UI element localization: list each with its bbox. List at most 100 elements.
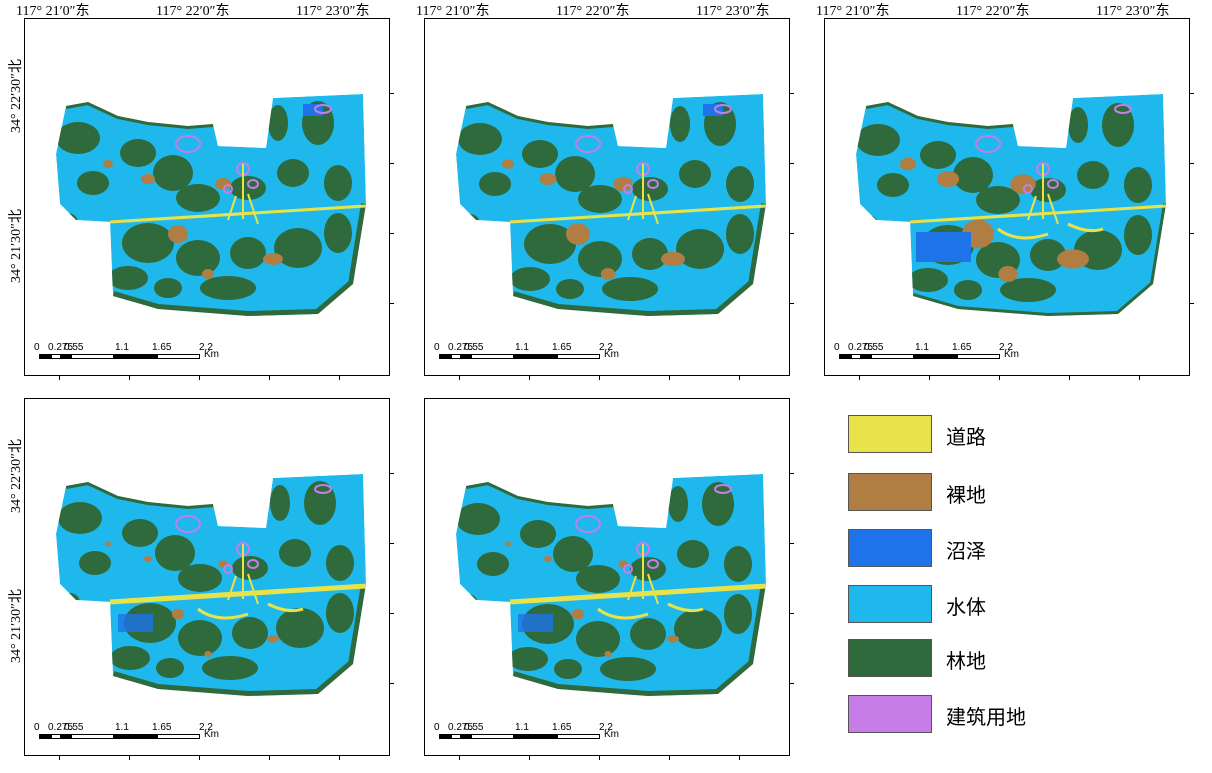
forest-patch xyxy=(1068,107,1088,143)
latitude-label: 34° 22′30″北 xyxy=(9,439,24,513)
frame-tick xyxy=(269,756,270,760)
frame-tick xyxy=(929,376,930,380)
longitude-label: 117° 23′0″东 xyxy=(696,4,770,19)
scale-bar-tick-label: 1.1 xyxy=(115,342,129,353)
bare-land-patch xyxy=(998,266,1018,282)
main-road xyxy=(109,583,366,605)
forest-patch xyxy=(108,266,148,290)
legend-item-water: 水体 xyxy=(848,585,1188,625)
frame-tick xyxy=(790,233,794,234)
main-road xyxy=(109,204,366,224)
building-area xyxy=(247,179,259,189)
forest-patch xyxy=(630,618,666,650)
frame-tick xyxy=(1069,376,1070,380)
forest-patch xyxy=(122,519,158,547)
longitude-label: 117° 21′0″东 xyxy=(16,4,90,19)
forest-patch xyxy=(458,594,478,614)
frame-tick xyxy=(790,613,794,614)
forest-patch xyxy=(120,139,156,167)
bare-land-patch xyxy=(600,268,616,280)
forest-patch xyxy=(576,565,620,593)
scale-bar-segment xyxy=(471,734,514,739)
legend-swatch-water xyxy=(848,585,932,623)
frame-tick xyxy=(459,376,460,380)
scale-bar-tick-label: 1.65 xyxy=(952,342,972,353)
forest-patch xyxy=(477,552,509,576)
frame-tick xyxy=(129,756,130,760)
bare-land-patch xyxy=(267,635,279,643)
forest-patch xyxy=(178,620,222,656)
scale-bar-segment xyxy=(851,354,861,359)
scale-bar-tick-label: 0.275 xyxy=(48,722,74,733)
forest-patch xyxy=(858,215,878,235)
frame-tick xyxy=(199,376,200,380)
frame-tick xyxy=(129,376,130,380)
scale-bar-segment xyxy=(451,354,461,359)
longitude-label: 117° 21′0″东 xyxy=(416,4,490,19)
building-area xyxy=(714,484,732,494)
forest-patch xyxy=(270,485,290,521)
scale-bar-tick-label: 1.65 xyxy=(552,342,572,353)
longitude-label: 117° 23′0″东 xyxy=(1096,4,1170,19)
frame-tick xyxy=(390,613,394,614)
scale-bar-tick-label: 2.2 xyxy=(199,342,213,353)
scale-bar-tick-label: 0.55 xyxy=(64,342,84,353)
forest-patch xyxy=(724,594,752,634)
forest-patch xyxy=(600,657,656,681)
legend-label-building: 建筑用地 xyxy=(946,705,1026,729)
building-area xyxy=(175,135,201,153)
bare-land-patch xyxy=(936,171,960,187)
frame-tick xyxy=(790,163,794,164)
scale-bar-tick-label: 1.1 xyxy=(515,342,529,353)
scale-bar-segment xyxy=(914,354,957,359)
scale-bar-tick-label: 0.55 xyxy=(464,342,484,353)
frame-tick xyxy=(1190,93,1194,94)
frame-tick xyxy=(529,376,530,380)
forest-patch xyxy=(676,229,724,269)
forest-patch xyxy=(202,656,258,680)
building-area xyxy=(647,559,659,569)
forest-patch xyxy=(510,267,550,291)
forest-patch xyxy=(156,658,184,678)
forest-patch xyxy=(458,123,502,155)
scale-bar-segment xyxy=(557,354,600,359)
forest-border xyxy=(111,583,366,696)
forest-patch xyxy=(176,184,220,212)
forest-patch xyxy=(77,171,109,195)
scale-bar-tick-label: 0 xyxy=(34,722,40,733)
scale-bar-tick-label: 0.275 xyxy=(848,342,874,353)
scale-bar-tick-label: 0.55 xyxy=(64,722,84,733)
legend-swatch-building xyxy=(848,695,932,733)
forest-patch xyxy=(1030,239,1066,271)
legend-item-bare-land: 裸地 xyxy=(848,473,1188,513)
forest-patch xyxy=(178,564,222,592)
frame-tick xyxy=(390,93,394,94)
forest-patch xyxy=(553,536,593,572)
frame-tick xyxy=(339,376,340,380)
frame-tick xyxy=(390,163,394,164)
forest-patch xyxy=(877,173,909,197)
land-cover-map xyxy=(456,94,766,316)
bare-land-patch xyxy=(539,173,557,185)
frame-tick xyxy=(1139,376,1140,380)
legend-swatch-marsh xyxy=(848,529,932,567)
forest-patch xyxy=(268,105,288,141)
building-area xyxy=(975,135,1001,153)
scale-bar-segment xyxy=(861,354,871,359)
scale-bar-tick-label: 1.65 xyxy=(152,342,172,353)
building-area xyxy=(314,104,332,114)
forest-patch xyxy=(274,228,322,268)
building-area xyxy=(1023,184,1033,194)
scale-bar-segment xyxy=(51,354,61,359)
forest-patch xyxy=(508,647,548,671)
forest-patch xyxy=(524,224,576,264)
forest-patch xyxy=(232,617,268,649)
main-road xyxy=(509,583,766,605)
scale-bar-tick-label: 2.2 xyxy=(599,342,613,353)
bare-land-patch xyxy=(1057,249,1089,269)
forest-patch xyxy=(908,268,948,292)
forest-patch xyxy=(920,141,956,169)
scale-bar-segment xyxy=(39,354,51,359)
forest-patch xyxy=(1000,278,1056,302)
frame-tick xyxy=(1190,303,1194,304)
